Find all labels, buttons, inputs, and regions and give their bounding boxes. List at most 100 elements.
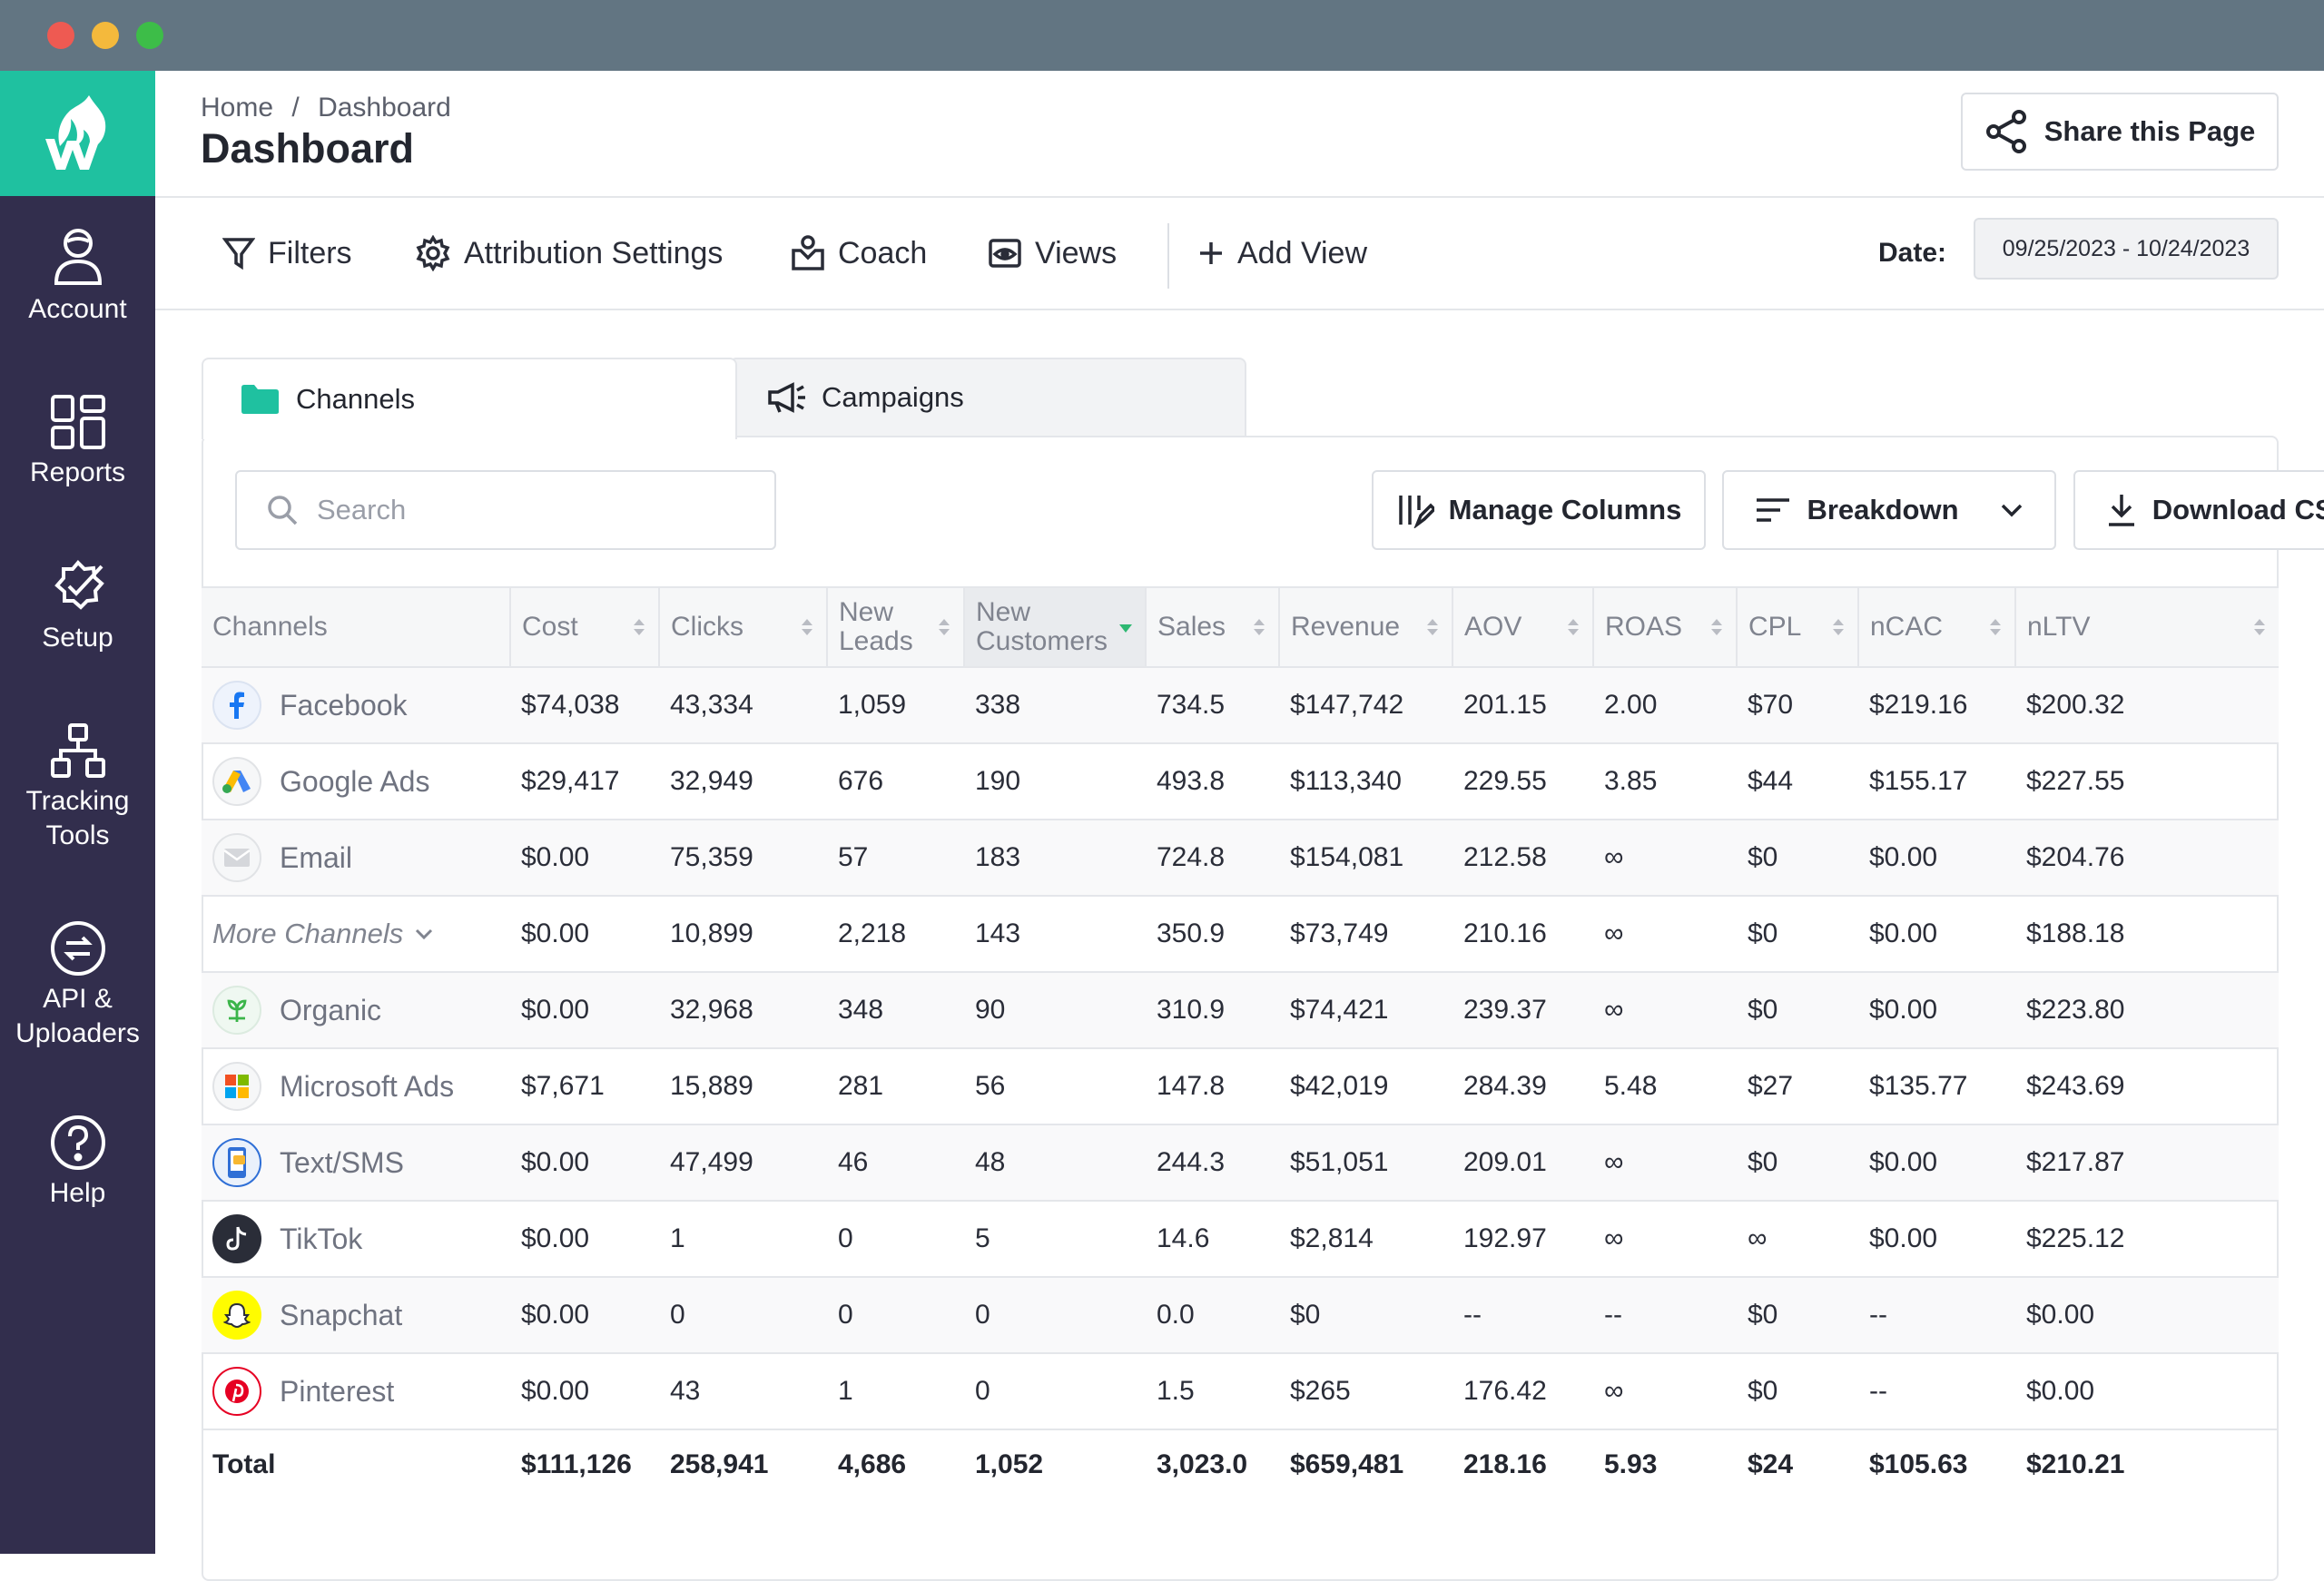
total-cell: $111,126 — [521, 1449, 632, 1479]
table-row[interactable]: Text/SMS $0.00 47,499 46 48 244.3 $51,051 209.0… — [202, 1124, 2279, 1202]
table-cell: $243.69 — [2015, 1048, 2279, 1125]
sidebar-label: Tools — [45, 820, 110, 850]
manage-columns-label: Manage Columns — [1448, 494, 1682, 525]
date-range-picker[interactable]: 09/25/2023 - 10/24/2023 — [1974, 218, 2279, 280]
column-header[interactable]: New Leads — [827, 586, 965, 668]
channel-name: Snapchat — [280, 1298, 403, 1331]
channel-cell[interactable]: More Channels — [202, 896, 510, 973]
column-header-label: Cost — [522, 612, 578, 642]
total-cell: 3,023.0 — [1157, 1449, 1248, 1479]
logo[interactable] — [0, 71, 155, 196]
table-row[interactable]: Pinterest $0.00 43 1 0 1.5 $265 176.42 ∞ $0 -- $0.0… — [202, 1353, 2279, 1430]
column-header-label: CPL — [1748, 612, 1802, 642]
table-cell: 2.00 — [1593, 667, 1737, 744]
column-header[interactable]: nCAC — [1858, 586, 2016, 668]
column-header[interactable]: Revenue — [1279, 586, 1453, 668]
table-cell: $29,417 — [510, 743, 659, 820]
channel-name: Google Ads — [280, 764, 430, 798]
breakdown-dropdown[interactable]: Breakdown — [1722, 470, 2056, 550]
sort-descending-icon[interactable] — [1119, 617, 1132, 637]
total-label: Total — [212, 1449, 276, 1479]
sidebar-item-api-uploaders[interactable]: API & Uploaders — [0, 920, 155, 1051]
sidebar-item-account[interactable]: Account — [0, 227, 155, 327]
maximize-window-button[interactable] — [136, 22, 163, 49]
table-row[interactable]: Microsoft Ads $7,671 15,889 281 56 147.8 $42,0… — [202, 1048, 2279, 1125]
column-header-label: Channels — [212, 612, 328, 642]
sidebar-item-help[interactable]: Help — [0, 1115, 155, 1211]
column-header[interactable]: New Customers — [964, 586, 1147, 668]
table-cell: 0.0 — [1146, 1277, 1279, 1354]
tiktok-icon — [212, 1214, 261, 1263]
table-cell: 0 — [964, 1277, 1146, 1354]
sidebar-item-tracking-tools[interactable]: Tracking Tools — [0, 722, 155, 853]
search-icon — [268, 496, 298, 525]
date-label: Date: — [1878, 238, 1947, 268]
channel-name: Pinterest — [280, 1374, 395, 1408]
total-cell: $659,481 — [1290, 1449, 1404, 1479]
columns-icon — [1398, 496, 1434, 528]
search-field[interactable] — [235, 470, 776, 550]
table-group-row[interactable]: More Channels $0.00 10,899 2,218 143 350.9 $73… — [202, 896, 2279, 973]
column-header[interactable]: AOV — [1452, 586, 1594, 668]
table-cell: 143 — [964, 896, 1146, 973]
sort-icon[interactable] — [1567, 617, 1580, 637]
table-cell: $0.00 — [510, 1353, 659, 1430]
column-header[interactable]: nLTV — [2015, 586, 2279, 668]
minimize-window-button[interactable] — [92, 22, 119, 49]
sort-icon[interactable] — [1832, 617, 1845, 637]
attribution-settings-button[interactable]: Attribution Settings — [415, 198, 723, 309]
table-cell: $0.00 — [1858, 820, 2015, 897]
download-csv-button[interactable]: Download CSV — [2073, 470, 2324, 550]
question-icon — [50, 1115, 105, 1170]
table-cell: 56 — [964, 1048, 1146, 1125]
sort-icon[interactable] — [1989, 617, 2002, 637]
table-row[interactable]: Email $0.00 75,359 57 183 724.8 $154,081 212.58… — [202, 820, 2279, 897]
table-row[interactable]: Snapchat $0.00 0 0 0 0.0 $0 -- -- $0 -- $0.00 — [202, 1277, 2279, 1354]
table-row[interactable]: Google Ads $29,417 32,949 676 190 493.8 $113,3… — [202, 743, 2279, 820]
table-cell: -- — [1858, 1277, 2015, 1354]
table-cell: $188.18 — [2015, 896, 2279, 973]
views-button[interactable]: Views — [988, 198, 1117, 309]
table-cell: ∞ — [1593, 896, 1737, 973]
table-total-row: Total $111,126 258,941 4,686 1,052 3,023.0 $65… — [202, 1429, 2279, 1499]
column-header[interactable]: Cost — [510, 586, 660, 668]
sort-icon[interactable] — [801, 617, 813, 637]
tab-channels[interactable]: Channels — [202, 358, 737, 439]
column-header[interactable]: ROAS — [1593, 586, 1738, 668]
toolbar-divider — [1167, 223, 1169, 289]
sort-icon[interactable] — [1426, 617, 1439, 637]
table-cell: $74,421 — [1279, 972, 1452, 1049]
sidebar-item-reports[interactable]: Reports — [0, 394, 155, 490]
column-header[interactable]: CPL — [1737, 586, 1859, 668]
search-input[interactable] — [315, 493, 754, 527]
table-cell: $135.77 — [1858, 1048, 2015, 1125]
column-header-label: New — [839, 597, 894, 627]
sort-icon[interactable] — [633, 617, 645, 637]
more-channels-toggle[interactable]: More Channels — [212, 918, 499, 950]
add-view-button[interactable]: Add View — [1197, 198, 1367, 309]
coach-button[interactable]: Coach — [791, 198, 927, 309]
breadcrumb-home[interactable]: Home — [201, 93, 274, 123]
chevron-down-icon — [2001, 504, 2022, 517]
column-header[interactable]: Clicks — [659, 586, 828, 668]
sort-icon[interactable] — [1253, 617, 1265, 637]
chevron-down-icon — [416, 928, 433, 940]
column-header[interactable]: Sales — [1146, 586, 1280, 668]
manage-columns-button[interactable]: Manage Columns — [1372, 470, 1706, 550]
close-window-button[interactable] — [47, 22, 74, 49]
sort-icon[interactable] — [1710, 617, 1723, 637]
table-cell: $223.80 — [2015, 972, 2279, 1049]
share-page-button[interactable]: Share this Page — [1961, 93, 2279, 171]
channel-cell: Email — [202, 820, 510, 897]
sort-icon[interactable] — [938, 617, 950, 637]
page-header: Home / Dashboard Dashboard Share this Pa… — [155, 71, 2324, 198]
tab-campaigns[interactable]: Campaigns — [729, 358, 1246, 436]
table-row[interactable]: TikTok $0.00 1 0 5 14.6 $2,814 192.97 ∞ ∞ $0.00 $22… — [202, 1201, 2279, 1278]
table-cell: $0.00 — [510, 1124, 659, 1202]
sidebar-item-setup[interactable]: Setup — [0, 559, 155, 655]
sort-icon[interactable] — [2253, 617, 2266, 637]
table-row[interactable]: Facebook $74,038 43,334 1,059 338 734.5 $147,7… — [202, 667, 2279, 744]
table-row[interactable]: Organic $0.00 32,968 348 90 310.9 $74,421 239.3… — [202, 972, 2279, 1049]
filters-button[interactable]: Filters — [222, 198, 352, 309]
total-cell: $105.63 — [1869, 1449, 1968, 1479]
